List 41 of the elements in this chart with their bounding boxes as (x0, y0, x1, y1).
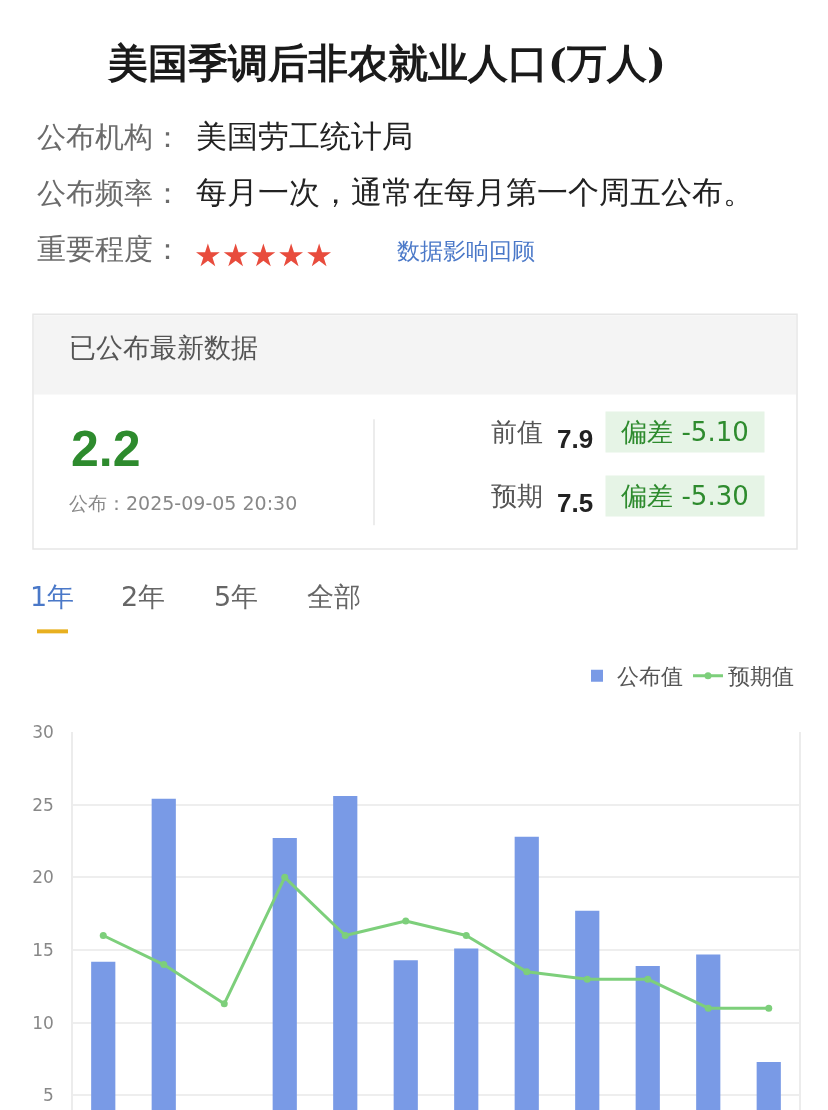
text: 公布频率： (37, 176, 182, 210)
text: 偏差 -5.10 (621, 417, 749, 447)
y-tick-label: 15 (32, 940, 54, 960)
text: 重要程度： (37, 232, 182, 266)
text: 已公布最新数据 (69, 332, 258, 363)
point (281, 873, 289, 881)
text: 前值 (491, 417, 543, 447)
point (341, 932, 349, 939)
point (160, 961, 168, 969)
text: 7.5 (557, 488, 594, 518)
text: 每月一次，通常在每月第一个周五公布。 (196, 174, 754, 210)
y-tick-label: 25 (32, 794, 54, 815)
point (402, 917, 410, 925)
point (99, 932, 107, 939)
text: 2年 (121, 581, 166, 612)
point (765, 1004, 773, 1012)
point (644, 975, 652, 983)
text: 7.9 (557, 424, 594, 454)
legend-label: 预期值 (728, 664, 794, 690)
text: 美国劳工统计局 (196, 118, 413, 154)
text: 美国季调后非农就业人口(万人) (107, 38, 666, 86)
text: 公布：2025-09-05 20:30 (69, 492, 298, 514)
text: 偏差 -5.30 (621, 481, 749, 511)
point (220, 1000, 228, 1008)
text: 公布机构： (37, 120, 182, 154)
y-tick-label: 10 (32, 1012, 54, 1033)
text: ★★★★★ (194, 237, 333, 273)
legend-label: 公布值 (617, 664, 683, 690)
text: 预期 (491, 481, 543, 511)
point (583, 975, 591, 983)
text: 数据影响回顾 (397, 238, 535, 264)
y-tick-label: 20 (32, 867, 54, 888)
point (523, 968, 531, 976)
text: 2.2 (71, 421, 141, 477)
text: 1年 (30, 581, 75, 612)
text: 全部 (307, 581, 361, 612)
y-tick-label: 5 (43, 1085, 54, 1106)
text: 5年 (214, 581, 259, 612)
point (462, 932, 470, 939)
y-tick-label: 30 (32, 721, 54, 742)
point (704, 1004, 712, 1012)
